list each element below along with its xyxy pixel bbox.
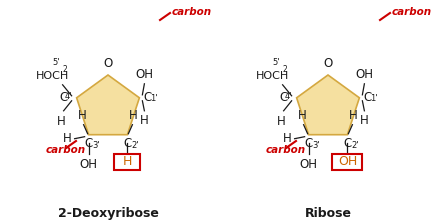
Text: OH: OH (80, 158, 98, 171)
Text: C: C (59, 91, 68, 104)
Text: H: H (57, 115, 66, 128)
Text: H: H (78, 109, 87, 122)
Text: C: C (304, 137, 313, 150)
Text: 1': 1' (150, 94, 158, 103)
Text: HOCH: HOCH (36, 71, 69, 81)
Text: C: C (343, 137, 352, 150)
Text: 2: 2 (282, 65, 287, 74)
Text: 1': 1' (370, 94, 378, 103)
Text: carbon: carbon (172, 7, 212, 17)
Text: 5': 5' (53, 58, 60, 67)
Text: Ribose: Ribose (304, 207, 352, 220)
Text: 4': 4' (65, 92, 73, 101)
Text: OH: OH (338, 155, 357, 168)
Polygon shape (297, 75, 359, 135)
Text: H: H (360, 114, 369, 127)
Text: 2': 2' (352, 141, 359, 150)
Text: H: H (140, 114, 149, 127)
Text: H: H (129, 109, 138, 122)
Text: O: O (323, 57, 333, 70)
Text: 3': 3' (312, 141, 320, 150)
Text: 2-Deoxyribose: 2-Deoxyribose (58, 207, 158, 220)
Text: O: O (103, 57, 113, 70)
Text: 5': 5' (273, 58, 280, 67)
Text: C: C (123, 137, 132, 150)
Bar (114, 154, 140, 170)
Text: C: C (143, 91, 152, 104)
Text: OH: OH (356, 68, 374, 81)
Text: carbon: carbon (46, 145, 86, 155)
Text: 2: 2 (62, 65, 67, 74)
Text: H: H (63, 132, 72, 145)
Text: OH: OH (300, 158, 318, 171)
Text: C: C (84, 137, 93, 150)
Text: HOCH: HOCH (256, 71, 289, 81)
Text: H: H (298, 109, 307, 122)
Text: 2': 2' (132, 141, 139, 150)
Text: 4': 4' (285, 92, 293, 101)
Text: C: C (363, 91, 372, 104)
Polygon shape (77, 75, 139, 135)
Text: H: H (123, 155, 132, 168)
Text: H: H (349, 109, 358, 122)
Text: C: C (279, 91, 288, 104)
Bar (332, 154, 363, 170)
Text: H: H (277, 115, 286, 128)
Text: OH: OH (136, 68, 154, 81)
Text: carbon: carbon (266, 145, 306, 155)
Text: 3': 3' (92, 141, 100, 150)
Text: carbon: carbon (392, 7, 432, 17)
Text: H: H (283, 132, 292, 145)
